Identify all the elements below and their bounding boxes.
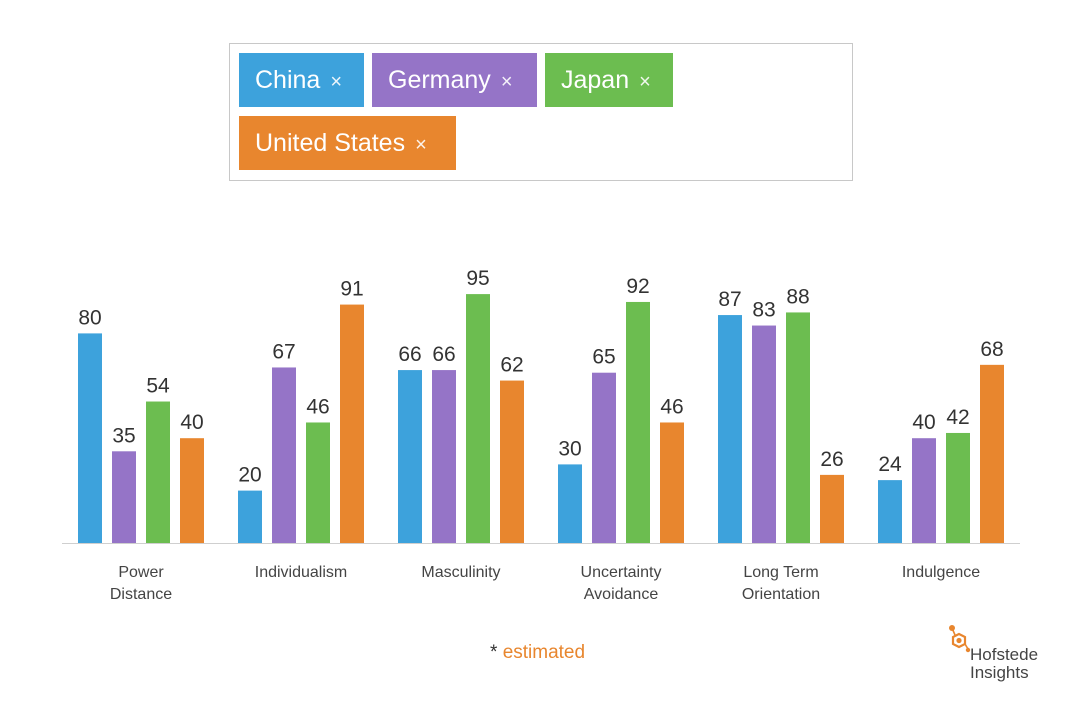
country-tag-japan[interactable]: Japan × xyxy=(545,53,673,107)
bar-japan-1 xyxy=(306,422,330,543)
tag-label: Japan xyxy=(561,66,630,94)
close-icon[interactable]: × xyxy=(500,71,513,93)
bar-japan-2 xyxy=(466,294,490,543)
bar-united-states-2 xyxy=(500,380,524,543)
category-label: Masculinity xyxy=(421,564,500,581)
category-label: Distance xyxy=(110,586,172,603)
country-filter-box[interactable]: China × Germany × Japan × United States × xyxy=(229,43,853,181)
data-label: 40 xyxy=(912,411,935,434)
data-label: 54 xyxy=(146,375,170,398)
data-label: 26 xyxy=(820,448,843,471)
data-label: 66 xyxy=(398,343,421,366)
bar-united-states-5 xyxy=(980,364,1004,543)
data-label: 46 xyxy=(306,395,329,418)
category-label: Orientation xyxy=(742,586,820,603)
data-label: 83 xyxy=(752,299,775,322)
bar-germany-4 xyxy=(752,325,776,543)
data-label: 66 xyxy=(432,343,455,366)
bar-japan-4 xyxy=(786,312,810,543)
category-label: Uncertainty xyxy=(581,564,662,581)
data-label: 67 xyxy=(272,340,295,363)
tag-label: Germany xyxy=(388,66,491,94)
data-label: 42 xyxy=(946,406,969,429)
tag-label: China xyxy=(255,66,321,94)
country-tag-united-states[interactable]: United States × xyxy=(239,116,456,170)
footnote-estimated: estimated xyxy=(502,642,586,663)
data-label: 80 xyxy=(78,306,101,329)
data-label: 30 xyxy=(558,437,581,460)
logo-line-1: Hofstede xyxy=(970,645,1039,664)
hofstede-logo-icon xyxy=(949,625,971,653)
tag-label: United States xyxy=(255,129,406,157)
bar-germany-1 xyxy=(272,367,296,543)
data-label: 88 xyxy=(786,285,809,308)
bar-germany-0 xyxy=(112,451,136,543)
bar-germany-2 xyxy=(432,370,456,543)
data-label: 46 xyxy=(660,395,683,418)
country-tag-germany[interactable]: Germany × xyxy=(372,53,537,107)
data-label: 91 xyxy=(340,278,363,301)
category-label: Long Term xyxy=(743,564,818,581)
category-label: Power xyxy=(118,564,164,581)
bar-japan-0 xyxy=(146,401,170,543)
data-label: 65 xyxy=(592,346,615,369)
country-tag-china[interactable]: China × xyxy=(239,53,364,107)
close-icon[interactable]: × xyxy=(330,71,343,93)
data-label: 24 xyxy=(878,453,902,476)
bar-united-states-1 xyxy=(340,304,364,543)
bar-china-3 xyxy=(558,464,582,543)
bar-united-states-0 xyxy=(180,438,204,543)
hofstede-insights-logo: Hofstede Insights xyxy=(946,622,1056,682)
logo-line-2: Insights xyxy=(970,663,1029,682)
bar-chart: 80 35 54 40 Power Distance 20 67 46 91 Individuali… xyxy=(62,267,1020,603)
bar-china-0 xyxy=(78,333,102,543)
bar-china-2 xyxy=(398,370,422,543)
data-label: 68 xyxy=(980,338,1003,361)
data-label: 92 xyxy=(626,275,649,298)
close-icon[interactable]: × xyxy=(415,134,427,156)
data-label: 20 xyxy=(238,464,261,487)
bar-germany-3 xyxy=(592,372,616,543)
bar-united-states-4 xyxy=(820,474,844,543)
bar-china-5 xyxy=(878,480,902,543)
bar-china-4 xyxy=(718,315,742,543)
bar-japan-5 xyxy=(946,432,970,543)
category-label: Avoidance xyxy=(584,586,659,603)
bar-united-states-3 xyxy=(660,422,684,543)
category-label: Indulgence xyxy=(902,564,980,581)
data-label: 95 xyxy=(466,267,489,290)
data-label: 35 xyxy=(112,424,135,447)
bar-germany-5 xyxy=(912,438,936,543)
footnote: * estimated xyxy=(490,642,585,664)
data-label: 40 xyxy=(180,411,203,434)
data-label: 62 xyxy=(500,354,523,377)
footnote-asterisk: * xyxy=(490,642,498,663)
data-label: 87 xyxy=(718,288,741,311)
bar-japan-3 xyxy=(626,301,650,543)
category-label: Individualism xyxy=(255,564,347,581)
bar-china-1 xyxy=(238,490,262,543)
close-icon[interactable]: × xyxy=(639,71,651,93)
